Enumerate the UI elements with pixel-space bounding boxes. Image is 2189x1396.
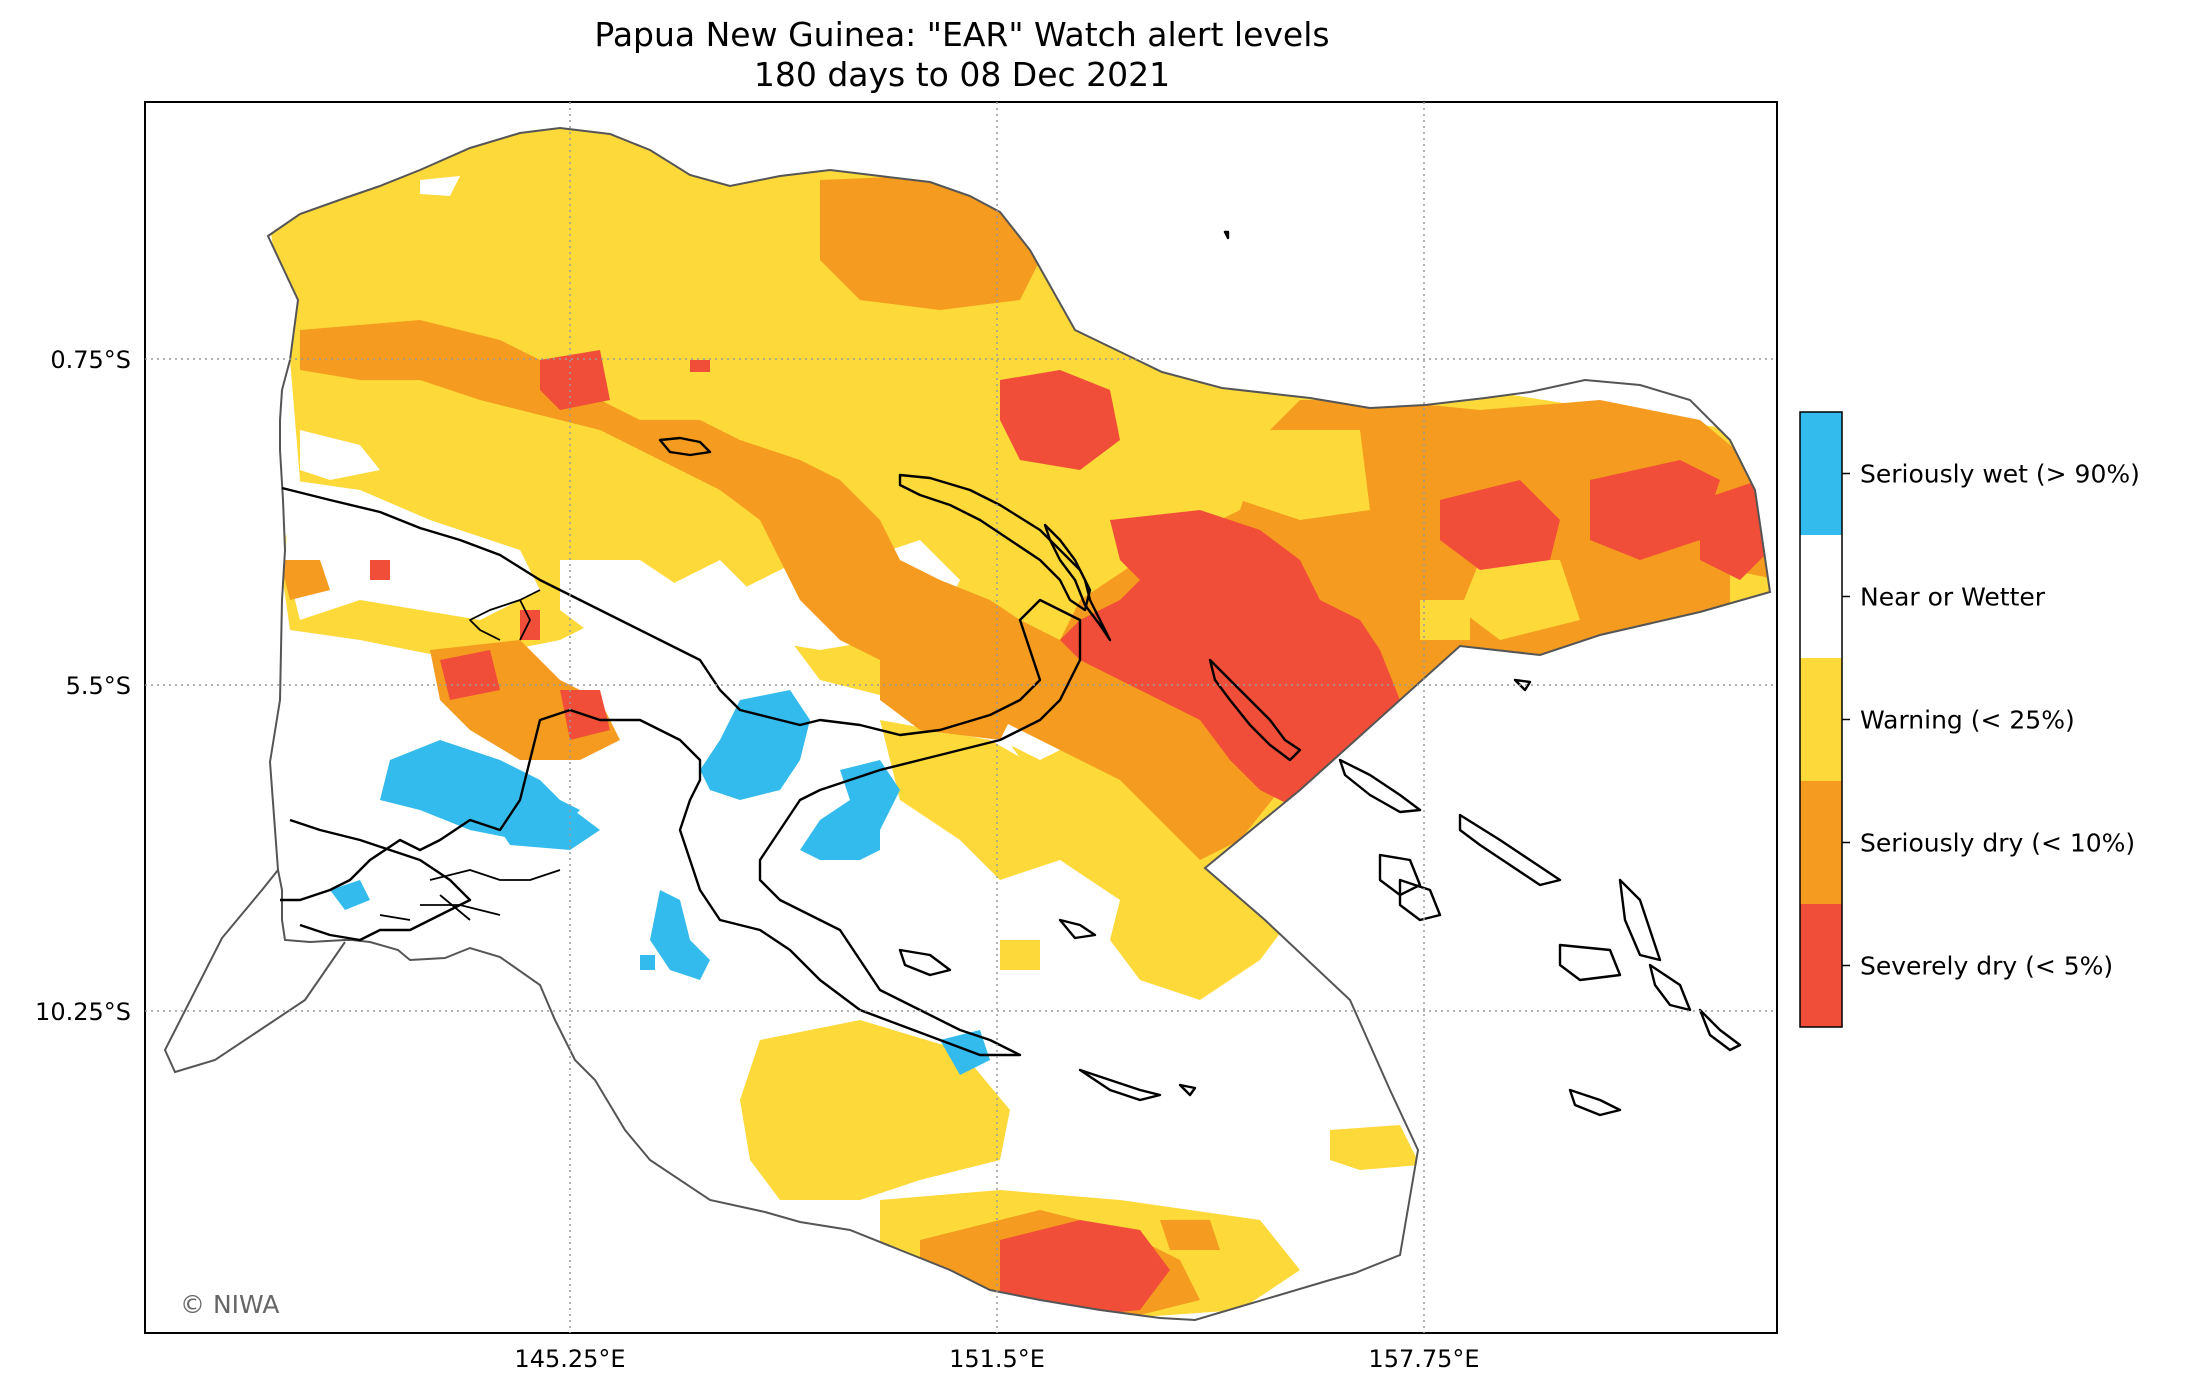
coastline-new-guinea [280, 486, 1082, 1057]
coastline-small-3 [1223, 230, 1230, 240]
legend-swatch [1800, 412, 1842, 535]
coastline-solomon-1 [1338, 758, 1422, 814]
coastline-small-1 [1178, 1083, 1197, 1097]
coastline-solomon-2 [1458, 813, 1562, 887]
tick-labels: 145.25°E 151.5°E 157.75°E 0.75°S 5.5°S 10.25°… [35, 346, 1480, 1373]
legend-swatch [1800, 658, 1842, 781]
coastline-solomon-6 [1558, 943, 1622, 982]
coastline-north-river [469, 589, 541, 641]
lon-tick-label: 151.5°E [949, 1345, 1045, 1373]
eez-boundary-sw [163, 869, 346, 1074]
legend-label: Near or Wetter [1860, 583, 2046, 612]
lat-tick-label: 5.5°S [66, 672, 131, 700]
lat-tick-label: 0.75°S [50, 346, 131, 374]
legend-swatch [1800, 535, 1842, 658]
legend-label: Seriously wet (> 90%) [1860, 460, 2140, 489]
coastline-bougainville [1208, 658, 1302, 762]
legend-swatch [1800, 904, 1842, 1027]
severely-dry-areas [370, 350, 1770, 1318]
coastline-solomon-8 [1698, 1008, 1742, 1052]
coastline-solomon-9 [1568, 1088, 1622, 1117]
legend-label: Severely dry (< 5%) [1860, 952, 2113, 981]
coastline-solomon-4 [1398, 878, 1442, 922]
coastline-new-britain [898, 473, 1092, 612]
legend-swatch [1800, 781, 1842, 904]
legend-label: Warning (< 25%) [1860, 706, 2075, 735]
coastline-louisiade [1078, 1068, 1162, 1102]
lat-tick-label: 10.25°S [35, 998, 131, 1026]
coastline-new-ireland [1043, 523, 1112, 642]
coastline-solomon-3 [1378, 853, 1422, 897]
gridlines [145, 102, 1777, 1333]
coastline-dentrecasteaux [898, 948, 952, 977]
coastline-woodlark [1058, 918, 1097, 940]
coastline-manus [658, 436, 712, 457]
lon-tick-label: 157.75°E [1368, 1345, 1479, 1373]
legend-label: Seriously dry (< 10%) [1860, 829, 2135, 858]
coastline-solomon-5 [1618, 878, 1662, 962]
chart-title: Papua New Guinea: "EAR" Watch alert leve… [594, 15, 1329, 54]
lon-tick-label: 145.25°E [514, 1345, 625, 1373]
coastline-rivers [379, 869, 561, 921]
legend-border [1799, 411, 1843, 1028]
legend: Seriously wet (> 90%) Near or Wetter Warni… [1799, 411, 2140, 1028]
coastline-solomon-7 [1648, 963, 1692, 1012]
coastlines [280, 230, 1742, 1117]
chart-subtitle: 180 days to 08 Dec 2021 [754, 55, 1170, 94]
niwa-credit: © NIWA [180, 1290, 279, 1319]
